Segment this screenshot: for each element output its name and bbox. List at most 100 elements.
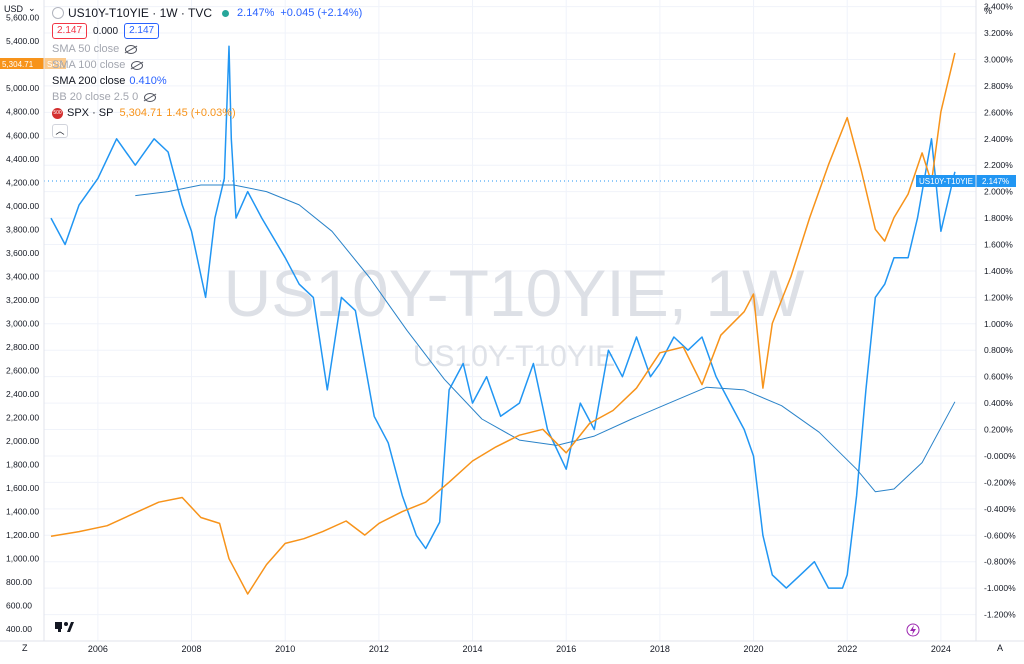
- left-tick-label: 5,000.00: [6, 83, 39, 93]
- left-tick-label: 2,600.00: [6, 365, 39, 375]
- collapse-legend-button[interactable]: ︿: [52, 123, 68, 138]
- right-tick-label: 0.400%: [984, 398, 1013, 408]
- tradingview-logo[interactable]: [55, 622, 74, 632]
- sell-button[interactable]: 2.147: [52, 23, 88, 39]
- us10y-price-tag: US10Y-T10YIE 2.147%: [916, 175, 1016, 187]
- indicator-bb[interactable]: BB 20 close 2.5 0: [52, 89, 362, 105]
- hidden-eye-icon[interactable]: [125, 44, 138, 54]
- z-button[interactable]: Z: [22, 643, 28, 653]
- legend-symbol-row[interactable]: US10Y-T10YIE · 1W · TVC 2.147% +0.045 (+…: [52, 5, 362, 21]
- left-tick-label: 3,600.00: [6, 248, 39, 258]
- currency-label[interactable]: USD: [4, 4, 24, 14]
- right-tick-label: -0.800%: [984, 557, 1016, 567]
- left-tick-label: 2,000.00: [6, 436, 39, 446]
- sma100-label: SMA 100 close: [52, 59, 126, 71]
- sma200-label: SMA 200 close: [52, 75, 126, 87]
- market-status-icon: [222, 9, 230, 17]
- us10y-price-tag-value: 2.147%: [982, 177, 1009, 186]
- x-tick-label: 2022: [837, 644, 857, 654]
- spx-label: SPX · SP: [67, 107, 114, 119]
- left-tick-label: 800.00: [6, 577, 32, 587]
- series-group: [50, 45, 956, 595]
- spx-logo-icon: 500: [52, 107, 63, 119]
- left-tick-label: 1,800.00: [6, 460, 39, 470]
- sma200-line: [135, 184, 956, 493]
- left-tick-label: 5,400.00: [6, 36, 39, 46]
- x-tick-label: 2006: [88, 644, 108, 654]
- indicator-spx[interactable]: 500 SPX · SP 5,304.71 1.45 (+0.03%): [52, 105, 362, 121]
- left-tick-label: 3,200.00: [6, 295, 39, 305]
- time-axis[interactable]: 2006 2008 2010 2012 2014 2016 2018 2020 2022 2024: [88, 644, 951, 654]
- percent-label: %: [984, 6, 993, 16]
- x-tick-label: 2020: [744, 644, 764, 654]
- hidden-eye-icon[interactable]: [144, 92, 157, 102]
- us10y-price-tag-label: US10Y-T10YIE: [919, 177, 973, 186]
- right-tick-label: 0.600%: [984, 372, 1013, 382]
- right-tick-label: -1.200%: [984, 610, 1016, 620]
- left-tick-label: 600.00: [6, 601, 32, 611]
- lightning-icon[interactable]: [906, 623, 920, 637]
- indicator-sma200[interactable]: SMA 200 close 0.410%: [52, 73, 362, 89]
- legend-panel: US10Y-T10YIE · 1W · TVC 2.147% +0.045 (+…: [52, 5, 362, 138]
- x-tick-label: 2024: [931, 644, 951, 654]
- left-tick-label: 1,600.00: [6, 483, 39, 493]
- sma200-value: 0.410%: [129, 75, 167, 87]
- right-tick-label: 2.600%: [984, 107, 1013, 117]
- left-tick-label: 4,800.00: [6, 107, 39, 117]
- spx-price-tag-label: SPX: [47, 60, 64, 69]
- right-tick-label: 1.000%: [984, 319, 1013, 329]
- currency-chevron-icon[interactable]: ⌄: [28, 3, 36, 13]
- indicator-sma50[interactable]: SMA 50 close: [52, 41, 362, 57]
- a-button[interactable]: A: [997, 643, 1004, 653]
- left-tick-label: 1,000.00: [6, 554, 39, 564]
- right-tick-label: -0.000%: [984, 451, 1016, 461]
- hidden-eye-icon[interactable]: [131, 60, 144, 70]
- right-price-axis[interactable]: -1.200% -1.000% -0.800% -0.600% -0.400% -0.20…: [984, 2, 1016, 620]
- right-tick-label: -0.200%: [984, 477, 1016, 487]
- last-value: 2.147%: [237, 7, 275, 19]
- right-tick-label: 2.400%: [984, 134, 1013, 144]
- x-tick-label: 2010: [275, 644, 295, 654]
- right-tick-label: 2.200%: [984, 160, 1013, 170]
- left-tick-label: 4,600.00: [6, 130, 39, 140]
- spread-value: 0.000: [93, 25, 119, 37]
- trade-row: 2.147 0.000 2.147: [52, 21, 362, 41]
- symbol-logo-icon: [52, 7, 64, 19]
- left-tick-label: 1,400.00: [6, 507, 39, 517]
- spx-change: 1.45 (+0.03%): [166, 107, 236, 119]
- right-tick-label: 1.800%: [984, 213, 1013, 223]
- left-tick-label: 4,200.00: [6, 177, 39, 187]
- indicator-sma100[interactable]: SMA 100 close: [52, 57, 362, 73]
- x-tick-label: 2014: [463, 644, 483, 654]
- right-tick-label: 1.200%: [984, 292, 1013, 302]
- buy-button[interactable]: 2.147: [124, 23, 160, 39]
- right-tick-label: 3.000%: [984, 54, 1013, 64]
- right-tick-label: -1.000%: [984, 583, 1016, 593]
- x-tick-label: 2018: [650, 644, 670, 654]
- right-tick-label: 0.800%: [984, 345, 1013, 355]
- right-tick-label: -0.600%: [984, 530, 1016, 540]
- right-tick-label: 2.000%: [984, 187, 1013, 197]
- left-price-axis[interactable]: 400.00 600.00 800.00 1,000.00 1,200.00 1,400.…: [6, 13, 39, 635]
- left-tick-label: 4,400.00: [6, 154, 39, 164]
- left-tick-label: 1,200.00: [6, 530, 39, 540]
- sma50-label: SMA 50 close: [52, 43, 120, 55]
- right-tick-label: 0.200%: [984, 425, 1013, 435]
- x-tick-label: 2016: [556, 644, 576, 654]
- left-tick-label: 4,000.00: [6, 201, 39, 211]
- left-tick-label: 400.00: [6, 624, 32, 634]
- x-tick-label: 2008: [182, 644, 202, 654]
- spx-line: [50, 52, 956, 595]
- left-tick-label: 5,600.00: [6, 13, 39, 23]
- right-tick-label: 1.600%: [984, 240, 1013, 250]
- spx-value: 5,304.71: [119, 107, 163, 119]
- legend-collapse-row: ︿: [52, 121, 362, 138]
- x-tick-label: 2012: [369, 644, 389, 654]
- left-tick-label: 2,200.00: [6, 413, 39, 423]
- change-value: +0.045 (+2.14%): [280, 7, 363, 19]
- left-tick-label: 2,400.00: [6, 389, 39, 399]
- right-tick-label: -0.400%: [984, 504, 1016, 514]
- symbol-title[interactable]: US10Y-T10YIE · 1W · TVC: [68, 6, 213, 20]
